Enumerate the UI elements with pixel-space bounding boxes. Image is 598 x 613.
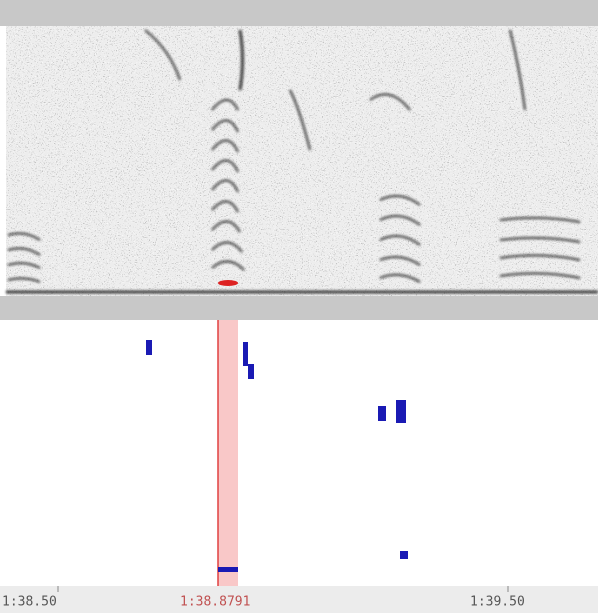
detection [378,406,386,421]
time-axis: 1:38.50 1:39.50 1:38.8791 [0,586,598,613]
cursor-time-label: 1:38.8791 [180,595,250,610]
detection-panel [146,320,408,586]
detection [396,400,406,423]
spectrogram [6,26,598,296]
cursor-marker [218,280,238,286]
middle-bar [0,296,598,320]
time-label: 1:39.50 [470,595,525,610]
detection [248,364,254,379]
axis-bar [0,586,598,613]
detection [218,567,238,572]
time-label: 1:38.50 [2,595,57,610]
detection [400,551,408,559]
top-bar [0,0,598,26]
detection [146,340,152,355]
selection-band [218,320,238,586]
detection [243,342,248,366]
